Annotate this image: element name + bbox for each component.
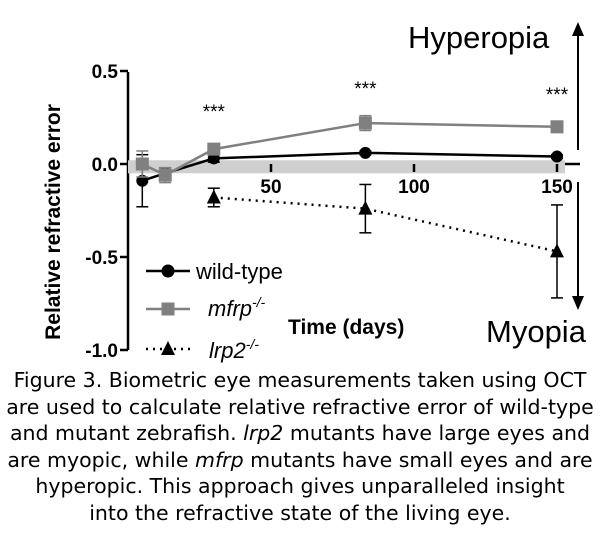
series-mfrp — [135, 114, 564, 184]
y-axis-title: Relative refractive error — [42, 104, 65, 340]
data-point-circle — [551, 150, 563, 163]
caption-line-5: hyperopic. This approach gives unparalle… — [35, 474, 565, 498]
refractive-error-chart: Relative refractive error 0.5 0.0 -0.5 -1.0… — [42, 20, 587, 363]
hyperopia-label: Hyperopia — [408, 20, 550, 55]
x-axis-title: Time (days) — [288, 316, 404, 339]
data-point-square — [358, 116, 372, 130]
x-tick-label: 150 — [541, 177, 573, 198]
caption-line-4: are myopic, while mfrp mutants have smal… — [7, 447, 593, 472]
legend-item-lrp2: lrp2-/- — [146, 336, 259, 363]
caption-line-3: and mutant zebrafish. lrp2 mutants have … — [9, 421, 591, 445]
x-tick-label: 100 — [398, 177, 430, 198]
data-point-triangle — [550, 243, 564, 258]
x-tick-label: 50 — [260, 177, 281, 198]
caption-line-2: are used to calculate relative refractiv… — [6, 394, 594, 419]
data-point-square — [158, 168, 172, 182]
y-tick-label: 0.0 — [92, 155, 118, 176]
legend-label-lrp2: lrp2-/- — [209, 336, 259, 363]
caption-line-1: Figure 3. Biometric eye measurements tak… — [13, 368, 587, 392]
myopia-label: Myopia — [486, 314, 587, 349]
y-tick-label: -0.5 — [85, 248, 118, 269]
data-point-square — [135, 157, 149, 171]
legend-label-mfrp: mfrp-/- — [208, 294, 266, 321]
significance-stars: *** — [203, 102, 226, 123]
data-point-square — [550, 120, 564, 134]
significance-stars: *** — [546, 85, 569, 106]
legend-item-wild-type: wild-type — [146, 259, 283, 284]
data-point-circle — [359, 146, 372, 159]
series-line-lrp2 — [213, 196, 558, 253]
reference-band — [128, 160, 565, 174]
series-lrp2 — [206, 183, 564, 299]
figure-caption: Figure 3. Biometric eye measurements tak… — [0, 367, 600, 526]
data-point-square — [207, 142, 221, 156]
legend: wild-type mfrp-/- lrp2-/- — [146, 259, 283, 363]
y-tick-label: -1.0 — [85, 341, 118, 362]
data-point-triangle — [206, 189, 221, 204]
legend-label-wild-type: wild-type — [195, 259, 283, 284]
caption-line-6: into the refractive state of the living … — [89, 500, 511, 525]
legend-item-mfrp: mfrp-/- — [146, 294, 266, 321]
myopia-arrow — [572, 182, 584, 310]
hyperopia-arrow — [572, 22, 584, 150]
y-tick-label: 0.5 — [92, 62, 119, 83]
significance-stars: *** — [354, 79, 377, 100]
data-point-triangle — [358, 200, 373, 215]
